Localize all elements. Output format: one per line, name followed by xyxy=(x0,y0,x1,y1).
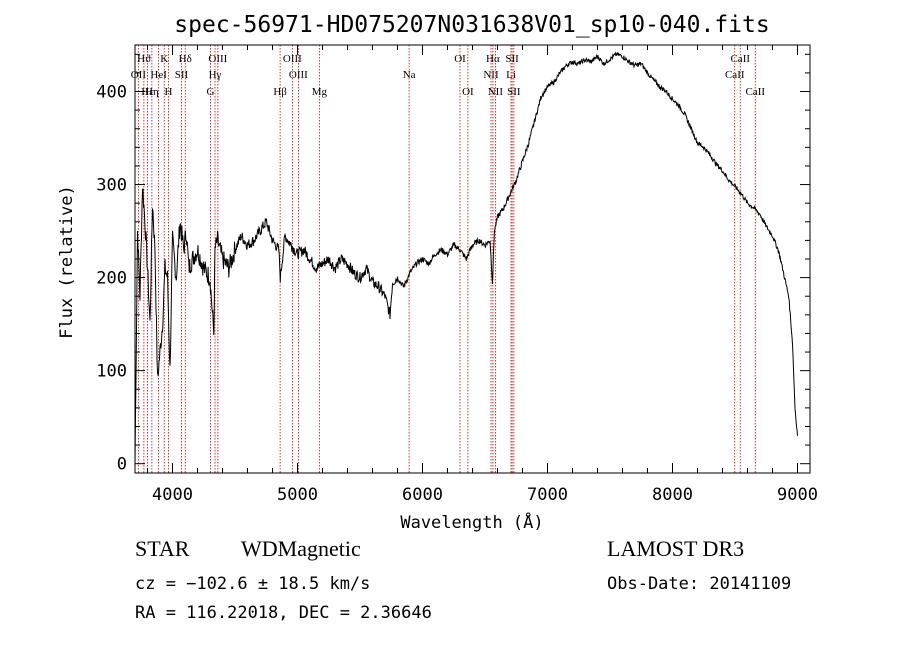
chart-title: spec-56971-HD075207N031638V01_sp10-040.f… xyxy=(174,12,769,38)
line-label-25: NII xyxy=(488,86,504,98)
line-label-8: CaII xyxy=(730,53,750,65)
object-subclass: WDMagnetic xyxy=(241,536,361,561)
line-label-14: Na xyxy=(403,69,416,81)
x-tick-label-5: 9000 xyxy=(777,485,818,505)
line-label-22: Hβ xyxy=(273,86,287,98)
coordinates-readout: RA = 116.22018, DEC = 2.36646 xyxy=(135,603,432,623)
line-label-19: Hη xyxy=(145,86,159,98)
y-tick-label-3: 300 xyxy=(96,176,127,196)
x-tick-label-4: 8000 xyxy=(652,485,693,505)
line-label-6: Hα xyxy=(486,53,500,65)
line-label-11: SII xyxy=(175,69,189,81)
line-label-26: SII xyxy=(507,86,521,98)
line-label-0: Hϑ xyxy=(137,53,151,65)
line-label-17: CaII xyxy=(725,69,745,81)
line-label-23: Mg xyxy=(312,86,328,98)
line-label-10: HeI xyxy=(150,69,167,81)
line-label-18: Hε xyxy=(141,86,154,98)
x-axis-label: Wavelength (Å) xyxy=(400,511,543,533)
emission-line-labels: Hϑ K Hδ OIII OIII OI Hα SII CaII OII HeI SII Hγ OIII N… xyxy=(131,53,766,98)
y-tick-label-4: 400 xyxy=(96,83,127,103)
y-axis-label: Flux (relative) xyxy=(57,185,77,339)
line-label-3: OIII xyxy=(208,53,227,65)
line-label-4: OIII xyxy=(283,53,302,65)
x-tick-label-3: 7000 xyxy=(527,485,568,505)
line-label-5: OI xyxy=(454,53,466,65)
line-label-27: CaII xyxy=(745,86,765,98)
x-axis: 4000 5000 6000 7000 8000 9000 xyxy=(147,45,818,505)
redshift-readout: cz = −102.6 ± 18.5 km/s xyxy=(135,574,371,594)
line-label-21: G xyxy=(207,86,215,98)
line-label-15: NII xyxy=(483,69,499,81)
line-label-20: H xyxy=(165,86,173,98)
y-tick-label-0: 0 xyxy=(117,455,127,475)
y-tick-label-1: 100 xyxy=(96,362,127,382)
line-label-1: K xyxy=(160,53,168,65)
spectrum-chart: spec-56971-HD075207N031638V01_sp10-040.f… xyxy=(57,12,818,533)
line-label-13: OIII xyxy=(289,69,308,81)
line-label-12: Hγ xyxy=(209,69,222,81)
line-label-9: OII xyxy=(131,69,147,81)
observation-date: Obs-Date: 20141109 xyxy=(607,574,792,594)
x-tick-label-0: 4000 xyxy=(152,485,193,505)
plot-frame xyxy=(134,44,811,474)
line-label-16: Li xyxy=(506,69,516,81)
emission-line-markers xyxy=(137,45,756,473)
x-tick-label-2: 6000 xyxy=(402,485,443,505)
line-label-24: OI xyxy=(462,86,474,98)
y-axis: 0 100 200 300 400 xyxy=(96,53,810,475)
x-tick-label-1: 5000 xyxy=(277,485,318,505)
spectrum-line xyxy=(134,51,798,464)
y-tick-label-2: 200 xyxy=(96,269,127,289)
object-class: STAR xyxy=(135,536,190,561)
survey-name: LAMOST DR3 xyxy=(607,536,745,561)
line-label-7: SII xyxy=(505,53,519,65)
line-label-2: Hδ xyxy=(179,53,192,65)
